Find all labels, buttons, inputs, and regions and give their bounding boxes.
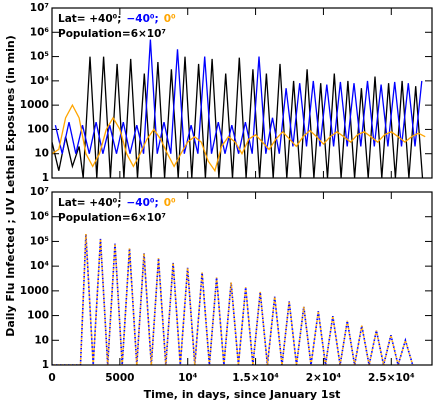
x-tick-label: 10⁴ xyxy=(178,372,198,384)
y-tick-label: 100 xyxy=(27,310,49,322)
y-tick-label: 10⁷ xyxy=(30,186,49,198)
x-tick-label: 0 xyxy=(48,372,55,384)
x-tick-label: 5000 xyxy=(105,372,134,384)
legend-entry: −40⁰; xyxy=(126,13,158,25)
plot-frame xyxy=(51,191,433,366)
x-tick-label: 1.5×10⁴ xyxy=(232,372,279,384)
y-tick-label: 10 xyxy=(34,148,49,160)
series-line xyxy=(52,233,414,365)
series-line xyxy=(54,39,423,154)
legend-entry: Lat= +40⁰; xyxy=(58,197,121,209)
y-tick-label: 10⁵ xyxy=(30,51,50,63)
y-tick-label: 10⁷ xyxy=(30,2,49,14)
y-tick-label: 1 xyxy=(42,359,49,371)
x-axis-label: Time, in days, since January 1st xyxy=(144,388,341,401)
y-tick-label: 1 xyxy=(42,172,49,184)
annotation: Population=6×10⁷ xyxy=(58,28,166,40)
x-tick-label: 2.5×10⁴ xyxy=(368,372,415,384)
plot-frame xyxy=(51,7,433,179)
y-tick-label: 10⁴ xyxy=(30,260,50,272)
annotation: Population=6×10⁷ xyxy=(58,212,166,224)
panel: 1 10 100 1000 10⁴ 10⁵ 10⁶ 10⁷ Lat= +40⁰; −40⁰; 0⁰ P… xyxy=(4,2,433,337)
y-tick-label: 1000 xyxy=(20,285,49,297)
y-tick-label: 10 xyxy=(34,334,49,346)
series-line xyxy=(52,56,424,178)
y-tick-label: 1000 xyxy=(20,99,49,111)
legend-entry: 0⁰ xyxy=(164,13,176,25)
legend-entry: 0⁰ xyxy=(164,197,176,209)
y-axis-label: Daily Flu Infected ; UV Lethal Exposures… xyxy=(4,35,17,336)
y-tick-label: 10⁶ xyxy=(30,211,50,223)
series-line xyxy=(52,103,426,173)
y-tick-label: 10⁶ xyxy=(30,26,50,38)
legend-entry: −40⁰; xyxy=(126,197,158,209)
panel: 1 10 100 1000 10⁴ 10⁵ 10⁶ 10⁷ 0 5000 10⁴ 1.5×10⁴ 2×1… xyxy=(20,186,433,401)
y-tick-label: 10⁵ xyxy=(30,235,50,247)
x-tick-label: 2×10⁴ xyxy=(306,372,342,384)
y-tick-label: 100 xyxy=(27,123,49,135)
legend-entry: Lat= +40⁰; xyxy=(58,13,121,25)
y-tick-label: 10⁴ xyxy=(30,75,50,87)
